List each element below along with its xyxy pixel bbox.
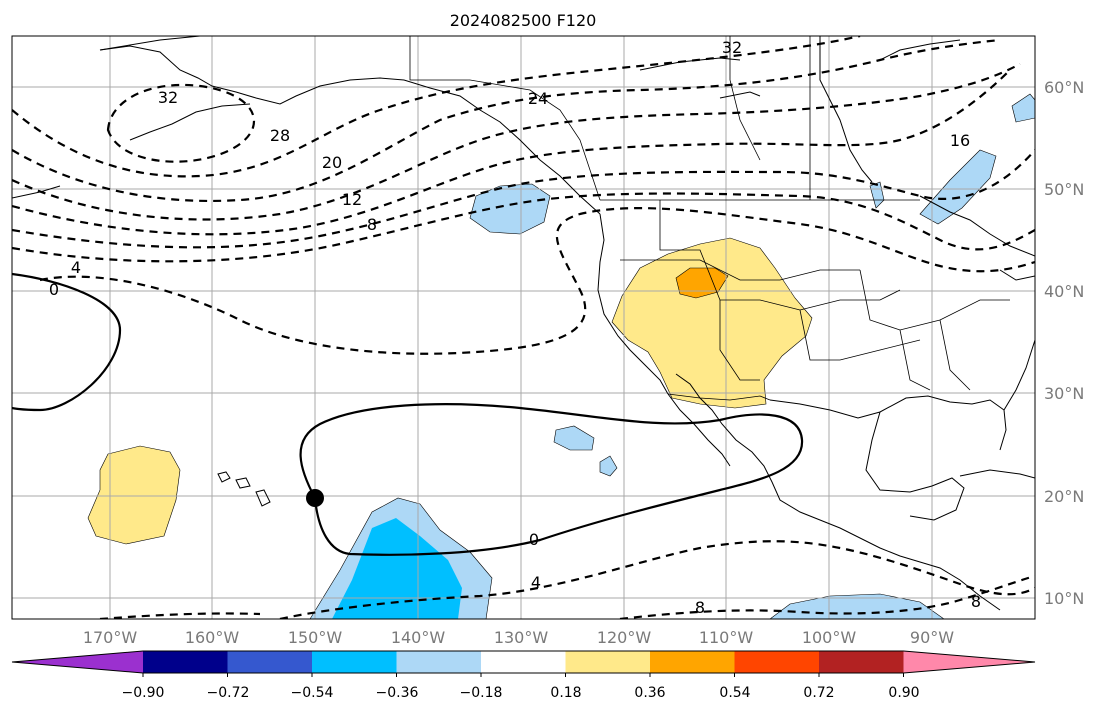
contour-label-4-south: 4 xyxy=(531,573,541,592)
contour-label-28: 28 xyxy=(270,126,290,145)
contour-label-32-west: 32 xyxy=(158,88,178,107)
storm-position-marker xyxy=(306,489,324,507)
negative-anomaly-small-1 xyxy=(553,425,595,451)
contour-label-0-west: 0 xyxy=(49,280,59,299)
colorbar-tick-label: 0.18 xyxy=(550,685,581,701)
positive-anomaly-sw-us xyxy=(611,237,813,409)
contour-label-8: 8 xyxy=(367,215,377,234)
anomaly-shading xyxy=(87,93,1035,619)
lat-label: 10°N xyxy=(1044,589,1084,608)
colorbar-segment xyxy=(734,651,820,673)
colorbar-segment xyxy=(650,651,735,673)
colorbar-segment xyxy=(396,651,482,673)
lat-label: 50°N xyxy=(1044,180,1084,199)
positive-anomaly-pacific xyxy=(87,445,181,545)
colorbar-tick-label: −0.90 xyxy=(122,685,165,701)
colorbar-tick-label: −0.54 xyxy=(291,685,334,701)
longitude-labels: 170°W 160°W 150°W 140°W 130°W 120°W 110°… xyxy=(83,628,954,647)
map-frame xyxy=(11,35,1036,620)
lon-label: 90°W xyxy=(910,628,954,647)
contour-labels: 32 32 28 24 20 16 12 8 4 0 0 4 8 8 xyxy=(49,38,981,617)
colorbar-tick-label: −0.18 xyxy=(460,685,503,701)
lat-label: 30°N xyxy=(1044,384,1084,403)
colorbar-tick-label: −0.72 xyxy=(207,685,250,701)
political-borders xyxy=(409,36,1010,401)
contour-label-8-east: 8 xyxy=(971,592,981,611)
lon-label: 160°W xyxy=(185,628,240,647)
colorbar-segment xyxy=(312,651,397,673)
lon-label: 170°W xyxy=(83,628,138,647)
contours xyxy=(12,36,1035,619)
contour-label-4: 4 xyxy=(71,258,81,277)
lon-label: 130°W xyxy=(494,628,549,647)
negative-anomaly-great-lakes xyxy=(919,149,997,225)
colorbar-segment xyxy=(143,651,228,673)
negative-anomaly-northeast xyxy=(1011,93,1035,123)
contour-label-16: 16 xyxy=(950,131,970,150)
colorbar-tick-label: 0.36 xyxy=(634,685,665,701)
colorbar-extend-high xyxy=(903,651,1035,673)
lon-label: 140°W xyxy=(391,628,446,647)
lon-label: 100°W xyxy=(802,628,857,647)
contour-label-32-north: 32 xyxy=(722,38,742,57)
contour-label-24: 24 xyxy=(528,89,548,108)
contour-label-20: 20 xyxy=(322,153,342,172)
lat-label: 60°N xyxy=(1044,78,1084,97)
map-title: 2024082500 F120 xyxy=(450,11,597,30)
colorbar-extend-low xyxy=(12,651,143,673)
colorbar-tick-labels: −0.90 −0.72 −0.54 −0.36 −0.18 0.18 0.36 … xyxy=(122,685,920,701)
negative-anomaly-bottom-right xyxy=(769,593,945,619)
gridlines xyxy=(12,36,1035,619)
colorbar-segment xyxy=(481,651,566,673)
lon-label: 110°W xyxy=(699,628,754,647)
lon-label: 150°W xyxy=(288,628,343,647)
negative-anomaly-small-2 xyxy=(599,455,618,477)
colorbar-segment xyxy=(819,651,904,673)
contour-label-0-south: 0 xyxy=(529,530,539,549)
colorbar-segment xyxy=(565,651,651,673)
negative-anomaly-south-core xyxy=(332,518,462,619)
lat-label: 40°N xyxy=(1044,282,1084,301)
lon-label: 120°W xyxy=(597,628,652,647)
colorbar-tick-label: 0.54 xyxy=(719,685,750,701)
colorbar-tick-label: −0.36 xyxy=(376,685,419,701)
colorbar-tick-label: 0.90 xyxy=(888,685,919,701)
colorbar-tick-label: 0.72 xyxy=(803,685,834,701)
contour-label-8-south: 8 xyxy=(695,598,705,617)
colorbar xyxy=(11,650,1036,677)
colorbar-segment xyxy=(227,651,313,673)
latitude-labels: 60°N 50°N 40°N 30°N 20°N 10°N xyxy=(1044,78,1084,608)
map-area: 32 32 28 24 20 16 12 8 4 0 0 4 8 8 xyxy=(12,36,1035,619)
contour-label-12: 12 xyxy=(342,190,362,209)
lat-label: 20°N xyxy=(1044,487,1084,506)
